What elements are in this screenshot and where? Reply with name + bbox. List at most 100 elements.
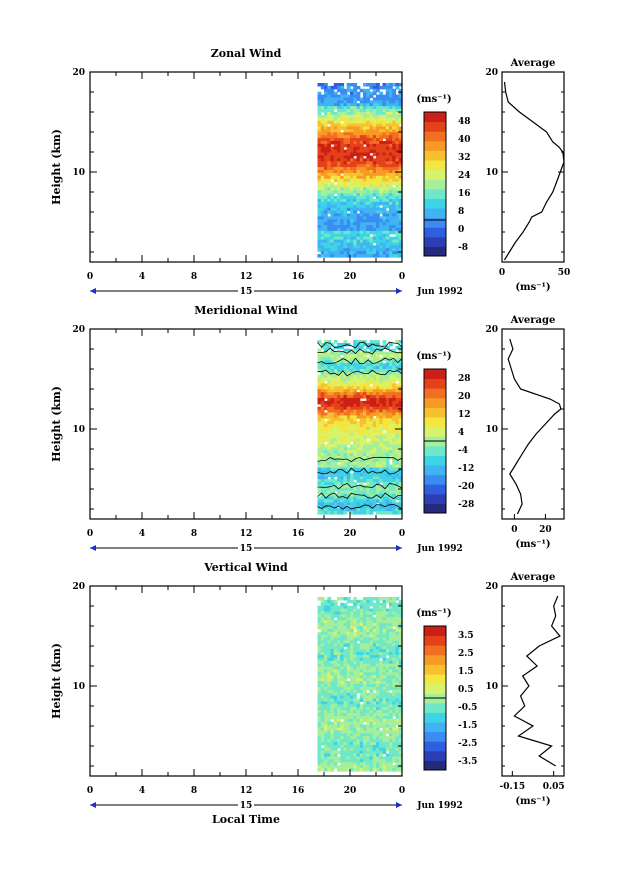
heatmap-cell [369, 204, 374, 209]
heatmap-cell [382, 181, 387, 186]
heatmap-cell [372, 345, 377, 350]
heatmap-cell [372, 383, 377, 387]
heatmap-cell [382, 254, 387, 258]
colorbar-tick-label: 0 [458, 225, 464, 235]
heatmap-cell [353, 470, 358, 474]
heatmap-cell [359, 245, 364, 249]
heatmap-cell [330, 216, 335, 220]
heatmap-cell [366, 389, 371, 393]
colorbar-step [424, 121, 446, 132]
heatmap-cell [327, 655, 332, 659]
heatmap-cell [346, 354, 351, 358]
heatmap-cell [369, 710, 374, 714]
heatmap-cell [372, 161, 377, 165]
heatmap-cell [333, 678, 338, 682]
heatmap-cell [395, 753, 400, 758]
heatmap-cell [324, 482, 328, 486]
heatmap-cell [372, 421, 377, 425]
heatmap-cell [385, 377, 390, 382]
heatmap-cell [398, 129, 403, 133]
heatmap-cell [366, 649, 371, 653]
heatmap-cell [385, 490, 390, 495]
heatmap-cell [372, 164, 377, 168]
heatmap-cell [324, 340, 328, 344]
heatmap-cell [327, 634, 332, 639]
heatmap-cell [340, 730, 345, 734]
heatmap-cell [372, 464, 377, 469]
heatmap-cell [359, 485, 364, 489]
heatmap-cell [366, 620, 371, 624]
heatmap-cell [395, 479, 400, 483]
heatmap-cell [389, 718, 393, 723]
heatmap-cell [363, 614, 367, 618]
heatmap-cell [353, 97, 358, 101]
heatmap-cell [356, 112, 361, 116]
heatmap-cell [369, 424, 374, 428]
heatmap-cell [395, 742, 400, 746]
heatmap-cell [379, 161, 384, 165]
date-arrow-right [396, 545, 402, 551]
heatmap-cell [324, 415, 328, 419]
heatmap-cell [359, 660, 364, 665]
heatmap-cell [395, 441, 400, 445]
heatmap-cell [392, 686, 397, 691]
heatmap-cell [379, 762, 384, 766]
heatmap-cell [353, 701, 358, 705]
heatmap-cell [353, 406, 358, 411]
heatmap-cell [340, 233, 345, 238]
heatmap-cell [337, 631, 341, 636]
heatmap-cell [340, 701, 345, 705]
heatmap-cell [376, 762, 380, 766]
heatmap-cell [337, 196, 341, 200]
heatmap-cell [366, 499, 371, 503]
heatmap-cell [392, 181, 397, 186]
heatmap-cell [346, 94, 351, 99]
heatmap-cell [392, 597, 397, 601]
profile-x-tick-label: 0 [511, 525, 517, 535]
heatmap-cell [385, 611, 390, 615]
heatmap-cell [372, 441, 377, 445]
heatmap-cell [346, 412, 351, 416]
heatmap-cell [340, 689, 345, 694]
heatmap-cell [395, 646, 400, 650]
heatmap-cell [317, 605, 322, 610]
heatmap-cell [317, 348, 322, 353]
heatmap-cell [340, 152, 345, 157]
heatmap-cell [343, 216, 348, 220]
heatmap-cell [385, 106, 390, 110]
heatmap-cell [385, 666, 390, 671]
heatmap-cell [366, 245, 371, 249]
heatmap-cell [337, 398, 341, 402]
heatmap-cell [392, 727, 397, 731]
heatmap-cell [359, 762, 364, 766]
heatmap-cell [372, 91, 377, 96]
heatmap-cell [379, 432, 384, 437]
heatmap-cell [366, 614, 371, 618]
heatmap-cell [340, 765, 345, 769]
heatmap-cell [327, 464, 332, 469]
heatmap-cell [372, 485, 377, 489]
heatmap-cell [379, 383, 384, 387]
heatmap-cell [395, 216, 400, 220]
heatmap-cell [398, 88, 403, 93]
heatmap-cell [382, 242, 387, 246]
heatmap-cell [324, 85, 328, 90]
heatmap-cell [382, 458, 387, 463]
heatmap-cell [392, 608, 397, 613]
heatmap-cell [337, 718, 341, 723]
heatmap-cell [333, 204, 338, 209]
heatmap-cell [395, 511, 400, 515]
heatmap-cell [340, 733, 345, 737]
heatmap-cell [382, 106, 387, 110]
heatmap-cell [333, 146, 338, 151]
x-tick-label: 8 [191, 786, 197, 796]
heatmap-cell [324, 106, 328, 110]
heatmap-cell [330, 167, 335, 171]
heatmap-cell [350, 707, 354, 711]
heatmap-cell [382, 386, 387, 390]
colorbar-tick-label: 2.5 [458, 649, 474, 659]
heatmap-cell [340, 623, 345, 627]
heatmap-cell [317, 710, 322, 714]
heatmap-cell [327, 450, 332, 454]
heatmap-cell [369, 493, 374, 498]
